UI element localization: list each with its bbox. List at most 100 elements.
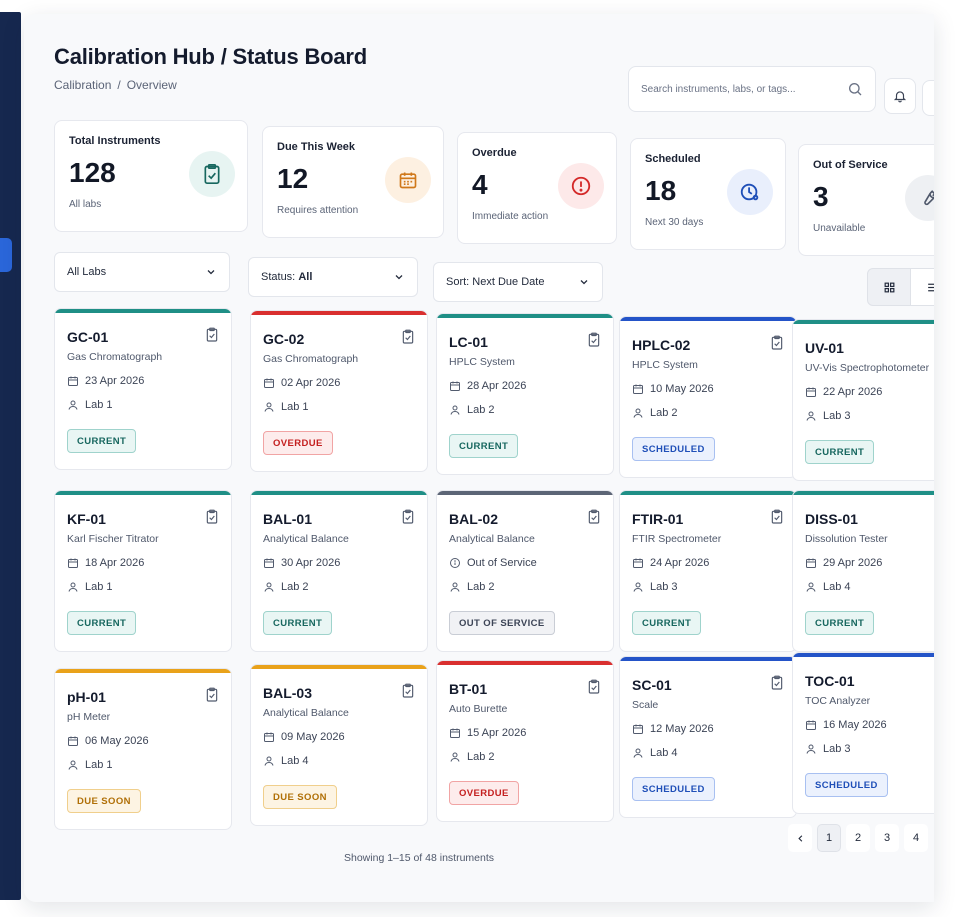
app-window: Calibration Hub / Status Board Calibrati…: [24, 14, 934, 902]
instrument-card[interactable]: KF-01 Karl Fischer Titrator 18 Apr 2026 Lab…: [54, 490, 232, 652]
user-icon: [450, 582, 460, 592]
kpi-value: 3: [813, 181, 829, 212]
clipboard-check-icon[interactable]: [587, 509, 601, 525]
instrument-id: GC-02: [263, 331, 305, 347]
instrument-card[interactable]: HPLC-02 HPLC System 10 May 2026 Lab 2 SCHEDU…: [619, 316, 797, 478]
kpi-sub: Unavailable: [813, 223, 866, 234]
notifications-button[interactable]: [884, 78, 916, 114]
clipboard-check-icon[interactable]: [401, 683, 415, 699]
breadcrumb-separator: /: [117, 78, 121, 92]
due-date-row: 09 May 2026: [263, 731, 345, 743]
kpi-label: Scheduled: [645, 153, 701, 165]
kpi-total-instruments[interactable]: Total Instruments 128 All labs: [54, 120, 248, 232]
kpi-overdue[interactable]: Overdue 4 Immediate action: [457, 132, 617, 244]
instrument-id: UV-01: [805, 340, 844, 356]
clipboard-check-icon[interactable]: [401, 509, 415, 525]
clock-icon: [727, 169, 773, 215]
lab-name: Lab 2: [650, 407, 678, 419]
status-color-bar: [620, 657, 796, 661]
clipboard-check-icon[interactable]: [205, 509, 219, 525]
instrument-type: TOC Analyzer: [805, 695, 871, 707]
clipboard-check-icon[interactable]: [587, 679, 601, 695]
lab-name: Lab 4: [281, 755, 309, 767]
page-button[interactable]: 4: [904, 824, 928, 852]
clipboard-check-icon[interactable]: [770, 675, 784, 691]
due-date: 09 May 2026: [281, 731, 345, 743]
due-date: 28 Apr 2026: [467, 380, 527, 392]
search-icon[interactable]: [847, 81, 863, 97]
user-menu-button[interactable]: [922, 80, 934, 116]
status-filter-select[interactable]: Status: All: [248, 257, 418, 297]
list-icon: [928, 283, 934, 291]
clipboard-check-icon[interactable]: [205, 327, 219, 343]
kpi-value: 4: [472, 169, 488, 200]
instrument-id: TOC-01: [805, 673, 855, 689]
lab-name: Lab 2: [467, 404, 495, 416]
kpi-scheduled[interactable]: Scheduled 18 Next 30 days: [630, 138, 786, 250]
due-date: 15 Apr 2026: [467, 727, 527, 739]
grid-view-button[interactable]: [867, 268, 911, 306]
clipboard-check-icon[interactable]: [205, 687, 219, 703]
instrument-id: SC-01: [632, 677, 672, 693]
status-badge: OVERDUE: [263, 431, 333, 455]
calendar-icon: [450, 381, 460, 391]
lab-row: Lab 4: [632, 747, 678, 759]
lab-name: Lab 4: [650, 747, 678, 759]
instrument-card[interactable]: FTIR-01 FTIR Spectrometer 24 Apr 2026 Lab 3…: [619, 490, 797, 652]
instrument-type: FTIR Spectrometer: [632, 533, 722, 545]
kpi-out-of-service[interactable]: Out of Service 3 Unavailable: [798, 144, 934, 256]
showing-count: Showing 1–15 of 48 instruments: [344, 852, 495, 864]
kpi-label: Out of Service: [813, 159, 888, 171]
sidebar-active-indicator[interactable]: [0, 238, 12, 272]
page-button[interactable]: 1: [817, 824, 841, 852]
kpi-label: Due This Week: [277, 141, 356, 153]
instrument-card[interactable]: pH-01 pH Meter 06 May 2026 Lab 1 DUE SOON: [54, 668, 232, 830]
instrument-card[interactable]: SC-01 Scale 12 May 2026 Lab 4 SCHEDULED: [619, 656, 797, 818]
labs-filter-select[interactable]: All Labs: [54, 252, 230, 292]
clipboard-check-icon[interactable]: [770, 509, 784, 525]
instrument-card[interactable]: LC-01 HPLC System 28 Apr 2026 Lab 2 CURRENT: [436, 313, 614, 475]
instrument-card[interactable]: GC-02 Gas Chromatograph 02 Apr 2026 Lab 1 OV…: [250, 310, 428, 472]
instrument-card[interactable]: BAL-02 Analytical Balance Out of Service La…: [436, 490, 614, 652]
clipboard-check-icon[interactable]: [770, 335, 784, 351]
search-input[interactable]: [641, 83, 847, 95]
lab-row: Lab 3: [805, 410, 851, 422]
page-button[interactable]: 3: [875, 824, 899, 852]
clipboard-check-icon[interactable]: [401, 329, 415, 345]
lab-name: Lab 3: [823, 410, 851, 422]
instrument-type: Dissolution Tester: [805, 533, 888, 545]
instrument-id: pH-01: [67, 689, 106, 705]
prev-page-button[interactable]: [788, 824, 812, 852]
chevron-down-icon: [207, 270, 215, 275]
status-badge: CURRENT: [263, 611, 333, 635]
status-color-bar: [620, 317, 796, 321]
due-date-row: 28 Apr 2026: [449, 380, 526, 392]
lab-row: Lab 3: [805, 743, 851, 755]
calendar-icon: [68, 376, 78, 386]
instrument-card[interactable]: DISS-01 Dissolution Tester 29 Apr 2026 Lab …: [792, 490, 934, 652]
calendar-icon: [264, 558, 274, 568]
instrument-card[interactable]: BAL-01 Analytical Balance 30 Apr 2026 Lab 2…: [250, 490, 428, 652]
sort-select[interactable]: Sort: Next Due Date: [433, 262, 603, 302]
kpi-due-this-week[interactable]: Due This Week 12 Requires attention: [262, 126, 444, 238]
view-toggle: [867, 268, 934, 306]
instrument-card[interactable]: BAL-03 Analytical Balance 09 May 2026 Lab 4…: [250, 664, 428, 826]
instrument-id: LC-01: [449, 334, 488, 350]
instrument-card[interactable]: TOC-01 TOC Analyzer 16 May 2026 Lab 3 SCHEDU…: [792, 652, 934, 814]
breadcrumb-calibration[interactable]: Calibration: [54, 78, 112, 92]
clipboard-check-icon[interactable]: [587, 332, 601, 348]
instrument-card[interactable]: BT-01 Auto Burette 15 Apr 2026 Lab 2 OVERDUE: [436, 660, 614, 822]
instrument-id: KF-01: [67, 511, 106, 527]
clipboard-check-icon: [189, 151, 235, 197]
lab-name: Lab 1: [85, 759, 113, 771]
user-icon: [633, 582, 643, 592]
search-box[interactable]: [628, 66, 876, 112]
due-date: 06 May 2026: [85, 735, 149, 747]
instrument-card[interactable]: UV-01 UV-Vis Spectrophotometer 22 Apr 2026…: [792, 319, 934, 481]
instrument-card[interactable]: GC-01 Gas Chromatograph 23 Apr 2026 Lab 1 CU…: [54, 308, 232, 470]
user-icon: [264, 582, 274, 592]
list-view-button[interactable]: [911, 268, 934, 306]
page-button[interactable]: 2: [846, 824, 870, 852]
due-date-row: 16 May 2026: [805, 719, 887, 731]
instrument-id: HPLC-02: [632, 337, 691, 353]
